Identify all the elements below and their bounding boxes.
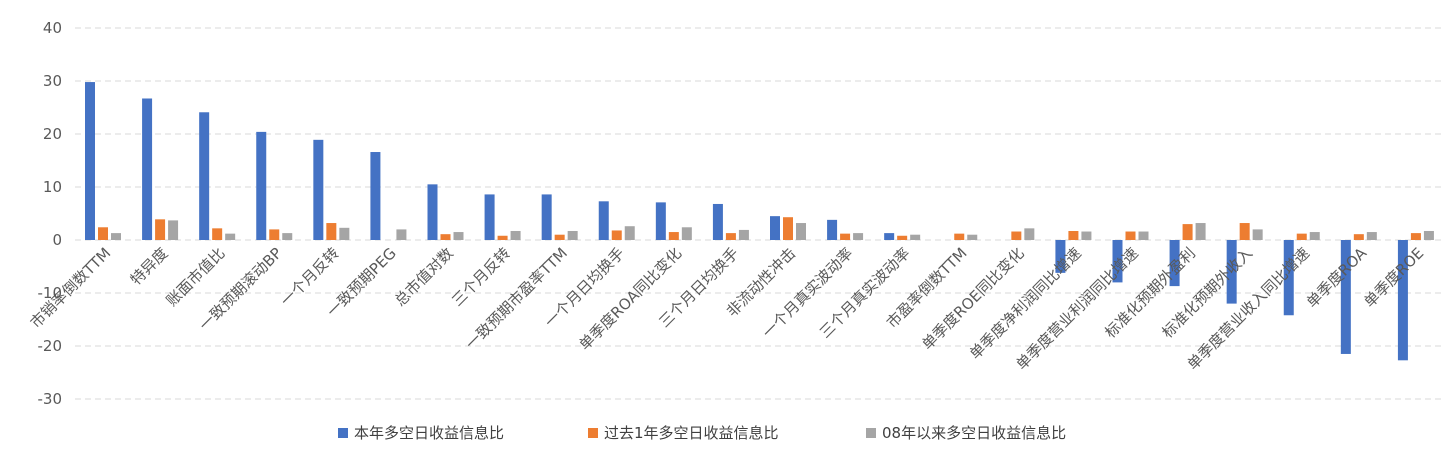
bar <box>783 217 793 240</box>
bar <box>598 201 609 240</box>
bar <box>396 229 407 240</box>
bar <box>611 230 622 240</box>
legend-label: 08年以来多空日收益信息比 <box>882 424 1066 442</box>
category-label: 总市值对数 <box>391 244 457 310</box>
bar <box>1397 240 1408 361</box>
bar <box>85 82 95 240</box>
bar <box>98 227 108 240</box>
legend-swatch <box>588 428 598 438</box>
bar <box>954 233 965 240</box>
bar <box>1309 232 1320 240</box>
bar <box>1283 240 1294 316</box>
bar <box>738 229 749 240</box>
bar <box>910 234 921 240</box>
bar <box>326 223 337 240</box>
bar <box>1195 223 1206 240</box>
bar <box>624 226 635 240</box>
legend-swatch <box>866 428 876 438</box>
bar <box>1353 234 1364 240</box>
category-label: 单季度ROE <box>1360 244 1427 311</box>
bar <box>1252 229 1263 240</box>
y-tick-label: 40 <box>43 19 62 37</box>
bar <box>1296 233 1307 240</box>
bar <box>668 232 679 240</box>
bar <box>1423 230 1434 240</box>
bar <box>440 234 451 240</box>
bar <box>1340 240 1351 354</box>
bar <box>212 228 223 240</box>
category-label: 一致预期市盈率TTM <box>462 244 571 353</box>
bar <box>840 233 851 240</box>
bar <box>1125 231 1136 240</box>
bar <box>453 232 464 240</box>
bar <box>1169 240 1180 287</box>
legend: 本年多空日收益信息比 过去1年多空日收益信息比 08年以来多空日收益信息比 <box>338 424 1066 442</box>
category-label: 单季度净利润同比增速 <box>966 244 1085 363</box>
bar <box>510 230 521 240</box>
legend-label: 本年多空日收益信息比 <box>354 424 504 442</box>
legend-swatch <box>338 428 348 438</box>
bar <box>256 131 267 240</box>
bar <box>1112 240 1123 283</box>
y-axis-ticks: -30 -20 -10 0 10 20 30 40 <box>38 19 63 408</box>
bar <box>313 139 324 240</box>
bar <box>269 229 280 240</box>
bar <box>827 219 838 240</box>
legend-label: 过去1年多空日收益信息比 <box>604 424 779 442</box>
bar <box>1239 223 1250 240</box>
bar <box>168 220 179 240</box>
bar <box>155 219 166 240</box>
category-label: 特异度 <box>127 244 172 289</box>
bar <box>497 235 508 240</box>
category-label: 单季度ROA同比变化 <box>575 244 685 354</box>
bar <box>853 233 864 240</box>
bar <box>1081 231 1092 240</box>
category-label: 单季度ROE同比变化 <box>918 244 1027 353</box>
bar <box>1011 231 1022 240</box>
bar <box>484 194 495 240</box>
bar <box>655 202 666 240</box>
bar <box>725 233 736 240</box>
y-tick-label: -10 <box>38 284 63 302</box>
bar <box>541 194 552 240</box>
bar <box>897 235 908 240</box>
y-tick-label: -20 <box>38 337 63 355</box>
y-tick-label: -30 <box>38 390 63 408</box>
bar <box>770 216 780 240</box>
bar <box>1024 228 1035 240</box>
bar <box>1055 240 1066 273</box>
bar <box>1366 232 1377 240</box>
y-tick-label: 10 <box>43 178 62 196</box>
bar <box>111 233 121 240</box>
bar <box>796 223 806 240</box>
bar <box>1182 224 1193 240</box>
bar <box>554 234 565 240</box>
bar <box>370 152 381 240</box>
bars <box>85 82 1434 361</box>
bar <box>1068 230 1079 240</box>
bar <box>1410 233 1421 240</box>
bar <box>339 227 350 240</box>
category-label: 单季度ROA <box>1303 244 1371 312</box>
bar <box>567 230 578 240</box>
bar <box>199 112 210 240</box>
bar <box>884 233 895 240</box>
bar <box>1226 240 1237 304</box>
bar <box>225 233 236 240</box>
y-tick-label: 20 <box>43 125 62 143</box>
category-labels: 市销率倒数TTM 特异度账面市值比一致预期滚动BP一个月反转一致预期PEG总市值对… <box>27 244 1428 374</box>
bar <box>681 227 692 240</box>
bar <box>282 233 293 240</box>
y-tick-label: 30 <box>43 72 62 90</box>
bar <box>142 98 153 241</box>
y-tick-label: 0 <box>52 231 62 249</box>
bar <box>967 234 978 240</box>
bar <box>427 184 438 240</box>
bar <box>712 203 723 240</box>
gridlines <box>75 27 1445 400</box>
bar <box>1138 231 1149 240</box>
